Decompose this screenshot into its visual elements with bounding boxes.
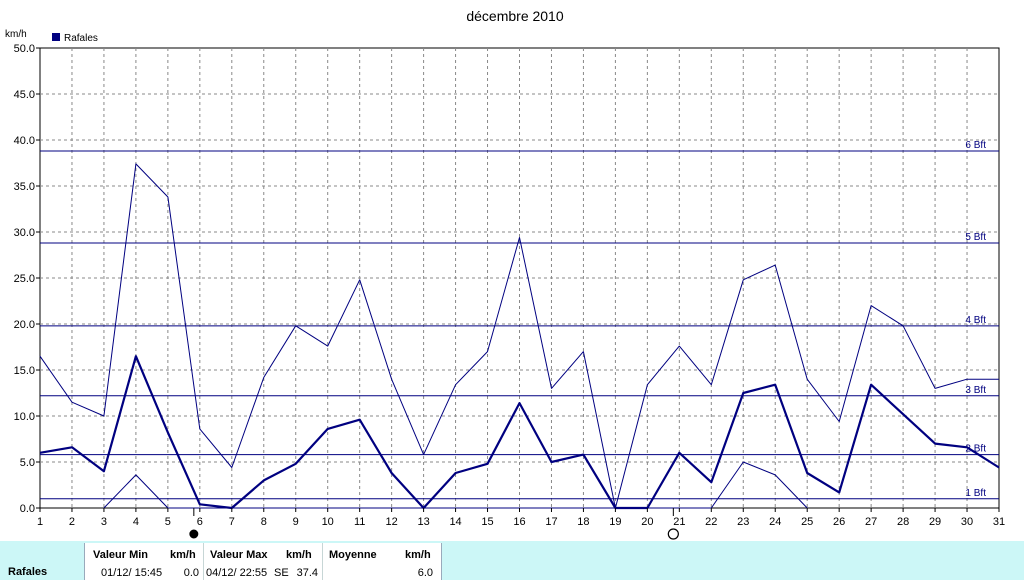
- y-tick-label: 30.0: [14, 227, 35, 239]
- y-tick-label: 45.0: [14, 89, 35, 101]
- x-tick-label: 29: [929, 516, 941, 528]
- x-tick-label: 21: [673, 516, 685, 528]
- stats-table: Valeur Min km/h 01/12/ 15:45 0.0 Valeur …: [84, 543, 442, 580]
- max-timestamp: 04/12/ 22:55: [206, 567, 268, 579]
- min-value: 0.0: [183, 567, 199, 579]
- stats-max-column: Valeur Max km/h 04/12/ 22:55 SE 37.4: [204, 543, 323, 580]
- x-tick-label: 30: [961, 516, 973, 528]
- stats-series-label: Rafales: [8, 566, 48, 578]
- x-tick-label: 19: [609, 516, 621, 528]
- x-tick-label: 16: [513, 516, 525, 528]
- series-line-max: [39, 163, 999, 509]
- x-tick-label: 14: [449, 516, 461, 528]
- min-unit: km/h: [170, 549, 196, 561]
- beaufort-label: 5 Bft: [965, 232, 986, 243]
- x-tick-label: 6: [197, 516, 203, 528]
- max-value: 37.4: [296, 567, 318, 579]
- x-tick-label: 10: [322, 516, 334, 528]
- x-tick-label: 15: [481, 516, 493, 528]
- x-tick-label: 12: [386, 516, 398, 528]
- stats-min-column: Valeur Min km/h 01/12/ 15:45 0.0: [85, 543, 204, 580]
- y-axis-unit: km/h: [5, 29, 27, 40]
- x-tick-label: 13: [417, 516, 429, 528]
- avg-unit: km/h: [405, 549, 431, 561]
- min-timestamp: 01/12/ 15:45: [101, 567, 163, 579]
- wind-gust-chart: décembre 2010 km/h Rafales 1 Bft 2 Bft 3 B…: [5, 8, 1005, 540]
- max-direction: SE: [274, 567, 289, 579]
- x-tick-label: 22: [705, 516, 717, 528]
- x-tick-label: 1: [37, 516, 43, 528]
- avg-header: Moyenne: [329, 549, 377, 561]
- legend-swatch: [52, 33, 60, 41]
- y-tick-label: 5.0: [20, 457, 35, 469]
- x-tick-label: 18: [577, 516, 589, 528]
- chart-title: décembre 2010: [466, 8, 564, 24]
- x-tick-label: 27: [865, 516, 877, 528]
- series-line-average: [39, 355, 1000, 510]
- x-tick-label: 9: [293, 516, 299, 528]
- x-tick-label: 31: [993, 516, 1005, 528]
- x-tick-label: 24: [769, 516, 781, 528]
- stats-avg-column: Moyenne km/h 6.0: [323, 543, 441, 580]
- beaufort-label: 1 Bft: [965, 488, 986, 499]
- x-tick-label: 20: [641, 516, 653, 528]
- new-moon-icon: [189, 529, 199, 539]
- stats-panel: Rafales Valeur Min km/h 01/12/ 15:45 0.0…: [0, 541, 1024, 580]
- avg-value: 6.0: [417, 567, 433, 579]
- full-moon-icon: [667, 528, 679, 540]
- beaufort-label: 6 Bft: [965, 140, 986, 151]
- max-header: Valeur Max: [210, 549, 268, 561]
- x-tick-label: 5: [165, 516, 171, 528]
- x-tick-label: 2: [69, 516, 75, 528]
- y-tick-label: 10.0: [14, 411, 35, 423]
- x-tick-label: 11: [354, 516, 365, 528]
- x-tick-label: 4: [133, 516, 139, 528]
- y-tick-label: 20.0: [14, 319, 35, 331]
- y-tick-label: 0.0: [20, 503, 35, 515]
- x-tick-label: 17: [545, 516, 557, 528]
- x-tick-label: 3: [101, 516, 107, 528]
- x-tick-label: 7: [229, 516, 235, 528]
- beaufort-label: 2 Bft: [965, 444, 986, 455]
- min-header: Valeur Min: [93, 549, 149, 561]
- legend-label: Rafales: [64, 33, 98, 44]
- x-tick-label: 8: [261, 516, 267, 528]
- beaufort-label: 4 Bft: [965, 315, 986, 326]
- stats-empty-area: [442, 543, 1024, 580]
- y-tick-label: 50.0: [14, 43, 35, 55]
- y-tick-label: 35.0: [14, 181, 35, 193]
- x-tick-label: 23: [737, 516, 749, 528]
- y-tick-label: 25.0: [14, 273, 35, 285]
- y-tick-label: 15.0: [14, 365, 35, 377]
- x-tick-label: 26: [833, 516, 845, 528]
- beaufort-label: 3 Bft: [965, 385, 986, 396]
- max-unit: km/h: [286, 549, 312, 561]
- y-tick-label: 40.0: [14, 135, 35, 147]
- x-tick-label: 25: [801, 516, 813, 528]
- x-tick-label: 28: [897, 516, 909, 528]
